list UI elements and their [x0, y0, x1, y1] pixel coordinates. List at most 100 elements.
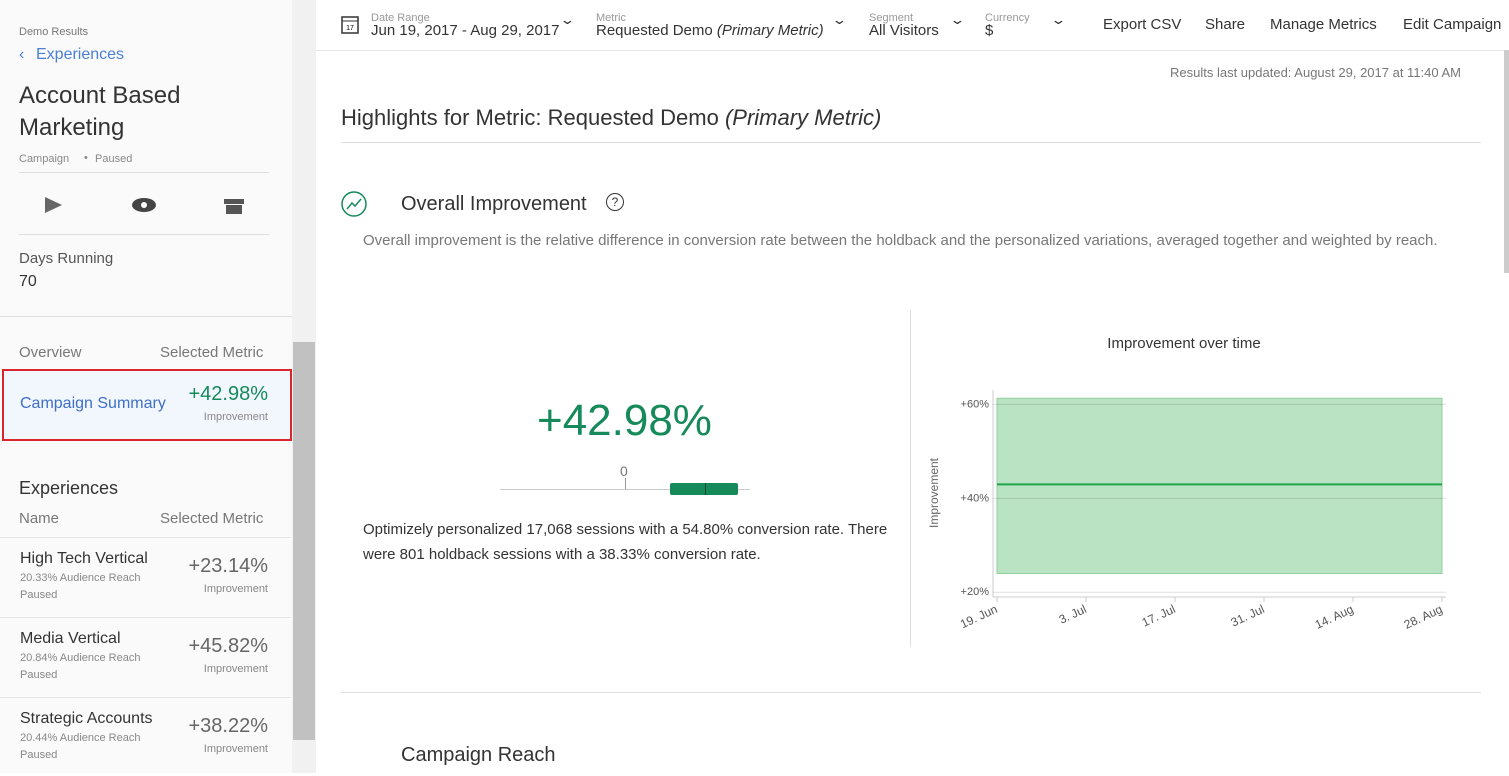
campaign-title: Account Based Marketing [19, 82, 181, 141]
scroll-thumb[interactable] [293, 342, 315, 740]
divider [341, 142, 1481, 143]
play-icon[interactable] [45, 197, 62, 213]
archive-icon[interactable] [224, 199, 244, 204]
y-tick-label: +20% [961, 586, 990, 598]
heading-suffix: (Primary Metric) [724, 105, 882, 130]
x-tick-label: 19. Jun [958, 602, 1000, 631]
experience-status: Paused [20, 589, 58, 601]
filter-value[interactable]: All Visitors [869, 22, 939, 39]
section-title: Overall Improvement [401, 193, 587, 215]
toolbar-action[interactable]: Edit Campaign [1403, 16, 1502, 33]
divider [19, 234, 269, 235]
heading: Highlights for Metric: Requested Demo [341, 105, 719, 130]
filter-text[interactable]: All Visitors [869, 22, 939, 39]
back-arrow[interactable]: ‹ [19, 46, 25, 63]
filter-value[interactable]: Jun 19, 2017 - Aug 29, 2017 [371, 22, 560, 39]
x-tick-label: 28. Aug [1402, 602, 1445, 632]
big-value: +42.98% [537, 396, 712, 445]
col-header: Selected Metric [160, 510, 264, 527]
col-header: Overview [19, 344, 82, 361]
toolbar-action[interactable]: Share [1205, 16, 1246, 33]
updated-text: Results last updated: August 29, 2017 at… [1170, 65, 1462, 80]
campaign-status: Paused [95, 153, 133, 165]
dropdown-caret[interactable]: ⌄ [831, 12, 848, 27]
filter-label: Currency [985, 12, 1030, 24]
divider [910, 310, 911, 647]
y-tick-label: +40% [961, 492, 990, 504]
experience-name[interactable]: Media Vertical [20, 630, 121, 647]
filter-value[interactable]: $ [985, 22, 993, 39]
experience-row[interactable] [0, 697, 291, 776]
experience-row[interactable] [0, 537, 291, 616]
filter-text[interactable]: Requested Demo [596, 22, 713, 39]
divider [341, 692, 1481, 693]
days-label: Days Running [19, 250, 114, 267]
filter-label: Date Range [371, 12, 430, 24]
archive-box [226, 205, 242, 214]
gauge-marker [705, 483, 706, 495]
divider [0, 316, 292, 317]
experience-name[interactable]: High Tech Vertical [20, 550, 148, 567]
filter-label: Segment [869, 12, 914, 24]
toolbar-action[interactable]: Manage Metrics [1270, 16, 1377, 33]
experience-label: Improvement [203, 663, 268, 675]
experience-reach: 20.84% Audience Reach [20, 652, 141, 664]
gauge-bar [670, 483, 738, 495]
campaign-type: Campaign [19, 153, 70, 165]
x-tick-label: 14. Aug [1313, 602, 1356, 632]
y-tick-label: +60% [961, 398, 990, 410]
col-header: Selected Metric [160, 344, 264, 361]
help-icon[interactable]: ? [606, 193, 624, 211]
experience-row[interactable] [0, 617, 291, 696]
x-tick-label: 31. Jul [1229, 602, 1267, 630]
toolbar [316, 0, 1509, 51]
eye-pupil [141, 202, 147, 208]
calendar-icon: 17 [341, 16, 359, 34]
experiences-title: Experiences [19, 478, 119, 498]
experience-reach: 20.33% Audience Reach [20, 572, 141, 584]
experience-value: +23.14% [188, 555, 268, 577]
toolbar-action[interactable]: Export CSV [1103, 16, 1182, 33]
divider [19, 172, 269, 173]
campaign-summary-row[interactable] [2, 369, 292, 441]
filter-text[interactable]: Jun 19, 2017 - Aug 29, 2017 [371, 22, 560, 39]
breadcrumb[interactable]: Demo Results [19, 26, 89, 38]
x-tick-label: 17. Jul [1140, 602, 1178, 630]
description: Overall improvement is the relative diff… [363, 232, 1438, 249]
experience-value: +38.22% [188, 715, 268, 737]
x-tick-label: 3. Jul [1057, 602, 1089, 627]
experience-value: +45.82% [188, 635, 268, 657]
improvement-chart: Improvement over time Improvement +20% +4… [927, 335, 1446, 632]
gauge-axis [500, 489, 750, 490]
dropdown-caret[interactable]: ⌄ [1050, 12, 1067, 27]
experience-label: Improvement [203, 743, 268, 755]
experience-reach: 20.44% Audience Reach [20, 732, 141, 744]
experience-status: Paused [20, 669, 58, 681]
experience-label: Improvement [203, 583, 268, 595]
dropdown-caret[interactable]: ⌄ [949, 12, 966, 27]
y-axis-label: Improvement [927, 457, 941, 528]
summary-text: Optimizely personalized 17,068 sessions … [363, 521, 888, 563]
experience-name[interactable]: Strategic Accounts [20, 710, 153, 727]
col-header: Name [19, 510, 60, 527]
summary-name[interactable]: Campaign Summary [20, 395, 166, 412]
confidence-band [996, 397, 1443, 575]
next-section-title: Campaign Reach [401, 744, 556, 766]
zero-label: 0 [620, 463, 628, 479]
main-scrollbar[interactable] [1504, 50, 1509, 273]
filter-value[interactable]: Requested Demo (Primary Metric) [596, 22, 824, 39]
filter-label: Metric [596, 12, 626, 24]
filter-text[interactable]: $ [985, 22, 994, 39]
svg-text:17: 17 [346, 25, 354, 32]
days-value: 70 [19, 273, 37, 290]
dropdown-caret[interactable]: ⌄ [559, 12, 576, 27]
back-link[interactable]: Experiences [36, 46, 125, 63]
action-icons [45, 197, 244, 214]
summary-value: +42.98% [188, 383, 268, 405]
summary-label: Improvement [203, 411, 268, 423]
experience-status: Paused [20, 749, 58, 761]
trend-icon [341, 191, 367, 217]
filter-suffix: (Primary Metric) [716, 22, 824, 39]
dot: • [84, 152, 88, 164]
